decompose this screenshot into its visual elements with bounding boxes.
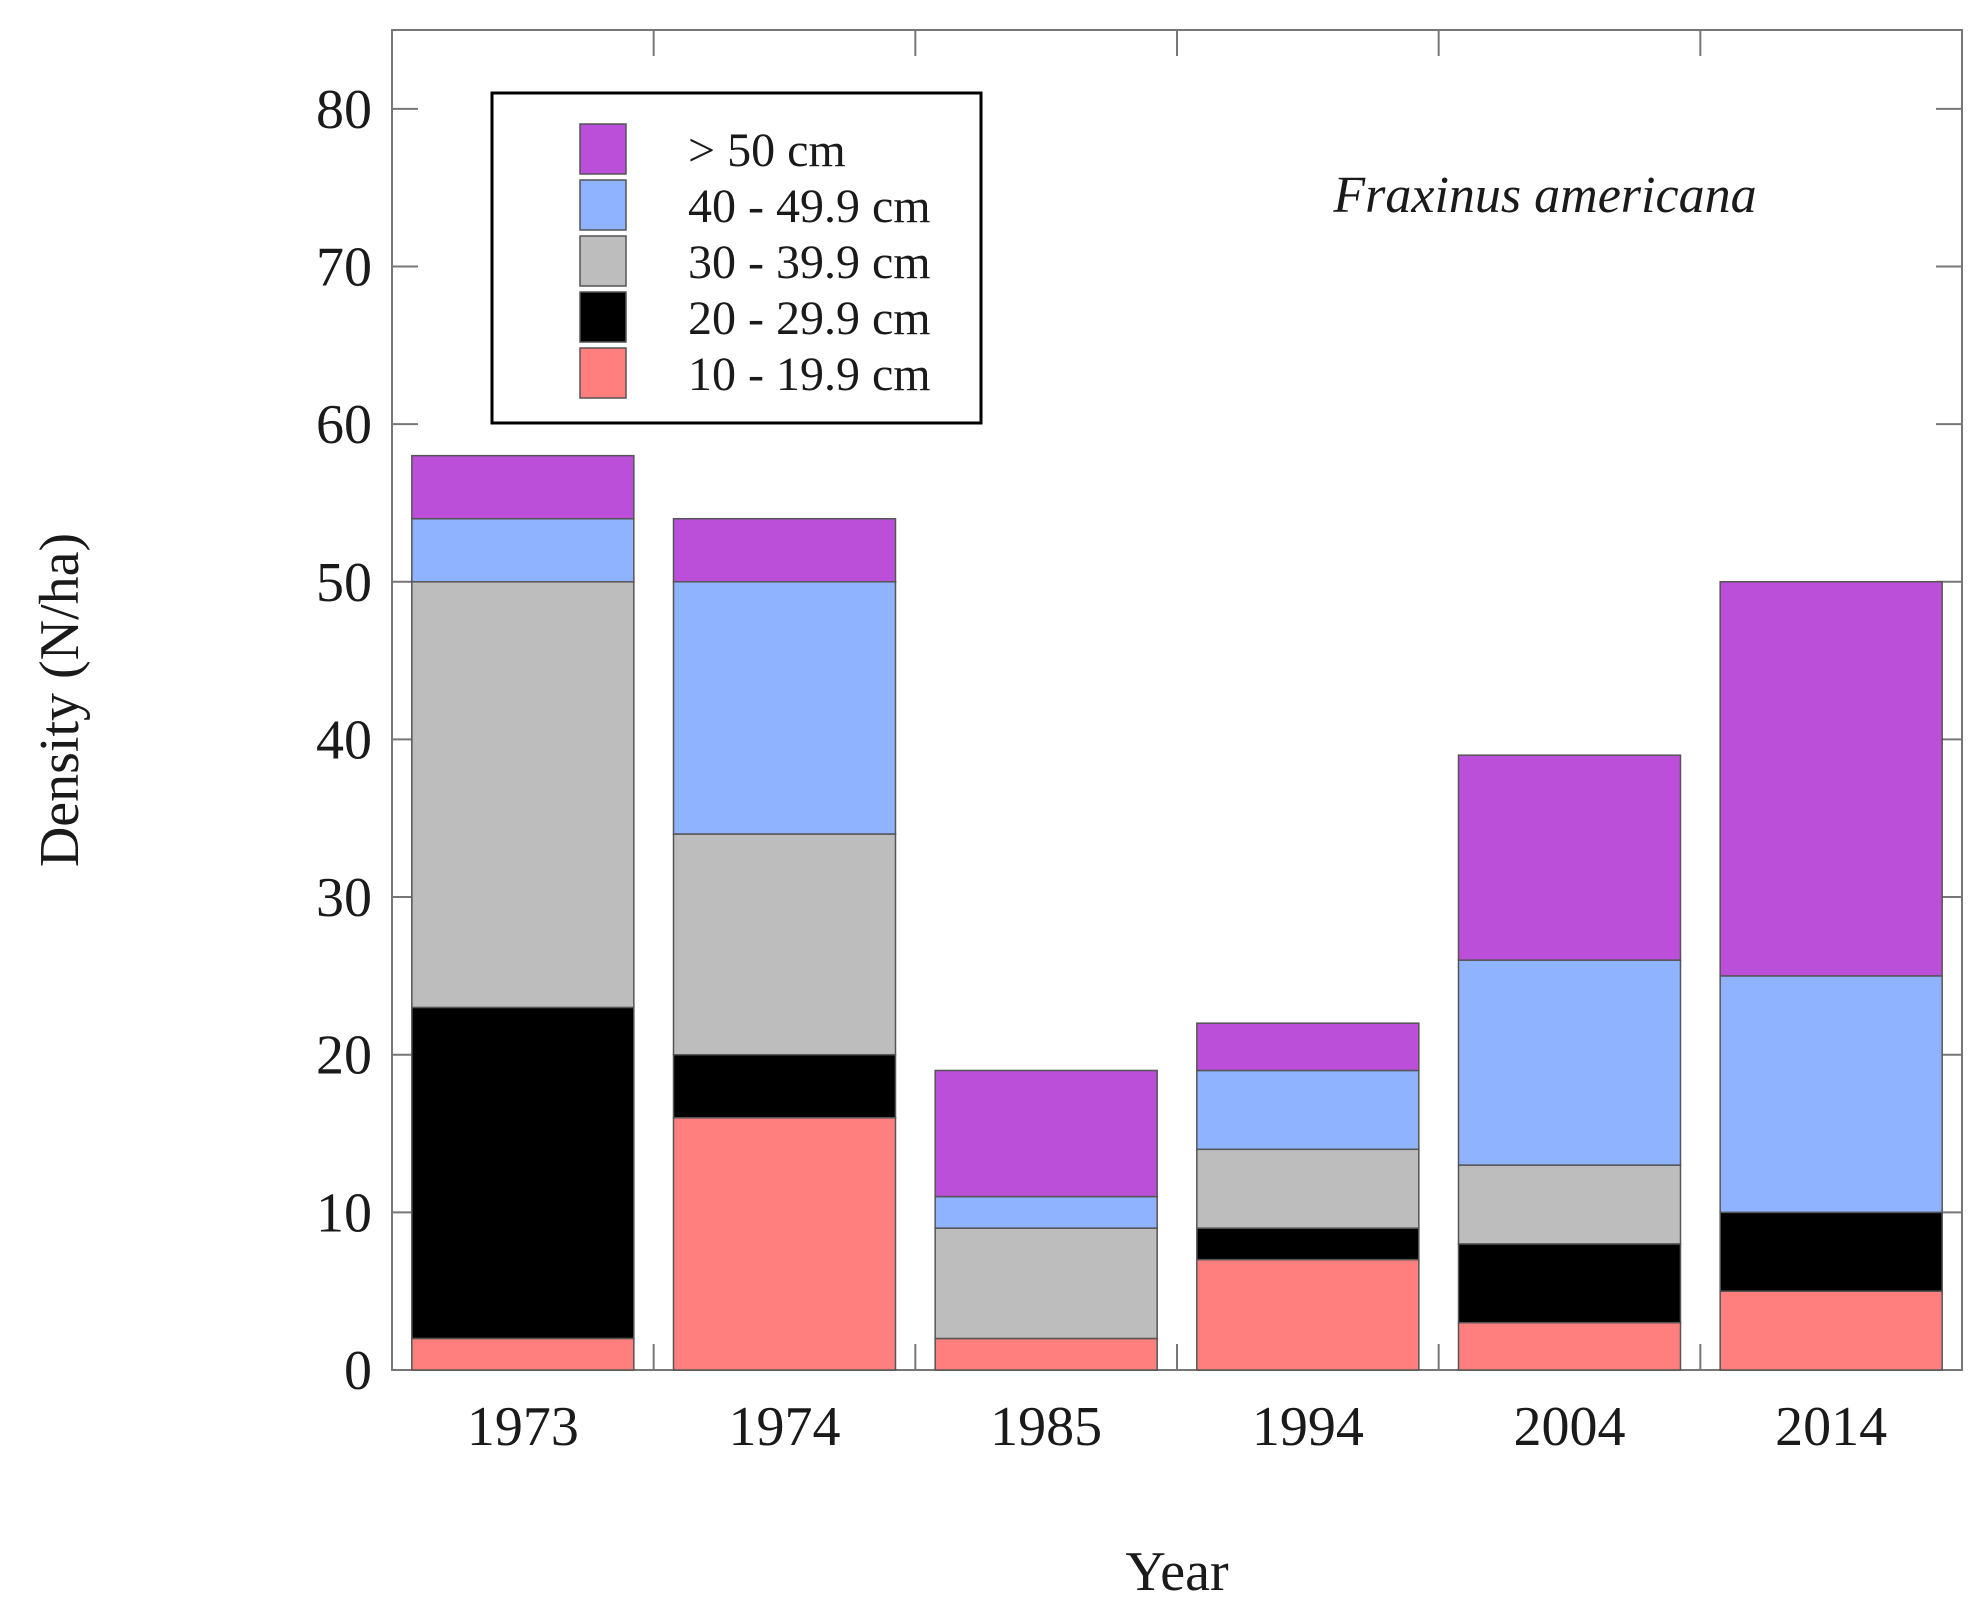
bar-segment xyxy=(1719,1290,1943,1371)
y-tick-label: 30 xyxy=(316,867,372,929)
y-axis-title: Density (N/ha) xyxy=(29,533,91,867)
bar-segment xyxy=(934,1227,1158,1340)
bar-segment xyxy=(1719,975,1943,1214)
bar-segment xyxy=(1457,1164,1682,1245)
bar-segment xyxy=(672,517,897,583)
y-tick-label: 0 xyxy=(344,1340,372,1402)
legend-swatch xyxy=(579,123,627,175)
legend-swatch xyxy=(579,179,627,231)
bar-segment xyxy=(934,1337,1158,1371)
x-tick-label: 2004 xyxy=(1514,1396,1626,1458)
bar-segment xyxy=(411,517,635,583)
bar-segment xyxy=(672,833,897,1056)
legend-label: 40 - 49.9 cm xyxy=(688,180,931,233)
bars xyxy=(411,454,1943,1371)
y-tick-label: 20 xyxy=(316,1025,372,1087)
y-tick-label: 60 xyxy=(316,394,372,456)
legend-label: 30 - 39.9 cm xyxy=(688,236,931,289)
bar-segment xyxy=(1719,581,1943,977)
x-tick-label: 1974 xyxy=(729,1396,841,1458)
bar-segment xyxy=(411,1337,635,1371)
legend-label: 10 - 19.9 cm xyxy=(688,348,931,401)
bar-segment xyxy=(672,1053,897,1119)
y-tick-label: 70 xyxy=(316,236,372,298)
legend-label: 20 - 29.9 cm xyxy=(688,292,931,345)
legend-box xyxy=(490,91,983,425)
bar-segment xyxy=(411,581,635,1009)
legend-swatch xyxy=(579,235,627,287)
bar-segment xyxy=(411,454,635,520)
bar-segment xyxy=(672,1117,897,1371)
bar-segment xyxy=(1196,1227,1420,1261)
bar-segment xyxy=(1457,1321,1682,1371)
bar-segment xyxy=(672,581,897,835)
bar-segment xyxy=(1196,1258,1420,1371)
x-tick-label: 1973 xyxy=(467,1396,579,1458)
bar-segment xyxy=(1457,754,1682,961)
species-annotation: Fraxinus americana xyxy=(1332,167,1756,224)
x-axis-ticks: 1973 1974 1985 1994 2004 2014 xyxy=(467,30,1887,1458)
y-axis-ticks: 0 10 20 30 40 50 60 70 80 xyxy=(316,79,1962,1402)
bar-segment xyxy=(1457,959,1682,1166)
x-tick-label: 1994 xyxy=(1252,1396,1364,1458)
x-tick-label: 1985 xyxy=(990,1396,1102,1458)
bar-segment xyxy=(1457,1243,1682,1324)
bar-segment xyxy=(411,1006,635,1340)
legend-swatch xyxy=(579,347,627,399)
bar-segment xyxy=(1196,1069,1420,1151)
bar-segment xyxy=(1196,1022,1420,1072)
bar-segment xyxy=(934,1195,1158,1229)
y-tick-label: 10 xyxy=(316,1182,372,1244)
legend-label: > 50 cm xyxy=(688,124,846,177)
y-tick-label: 50 xyxy=(316,552,372,614)
bar-segment xyxy=(1196,1148,1420,1229)
x-tick-label: 2014 xyxy=(1775,1396,1887,1458)
y-tick-label: 80 xyxy=(316,79,372,141)
y-tick-label: 40 xyxy=(316,709,372,771)
bar-segment xyxy=(934,1069,1158,1198)
legend-swatch xyxy=(579,291,627,343)
bar-segment xyxy=(1719,1211,1943,1292)
x-axis-title: Year xyxy=(1125,1541,1229,1603)
